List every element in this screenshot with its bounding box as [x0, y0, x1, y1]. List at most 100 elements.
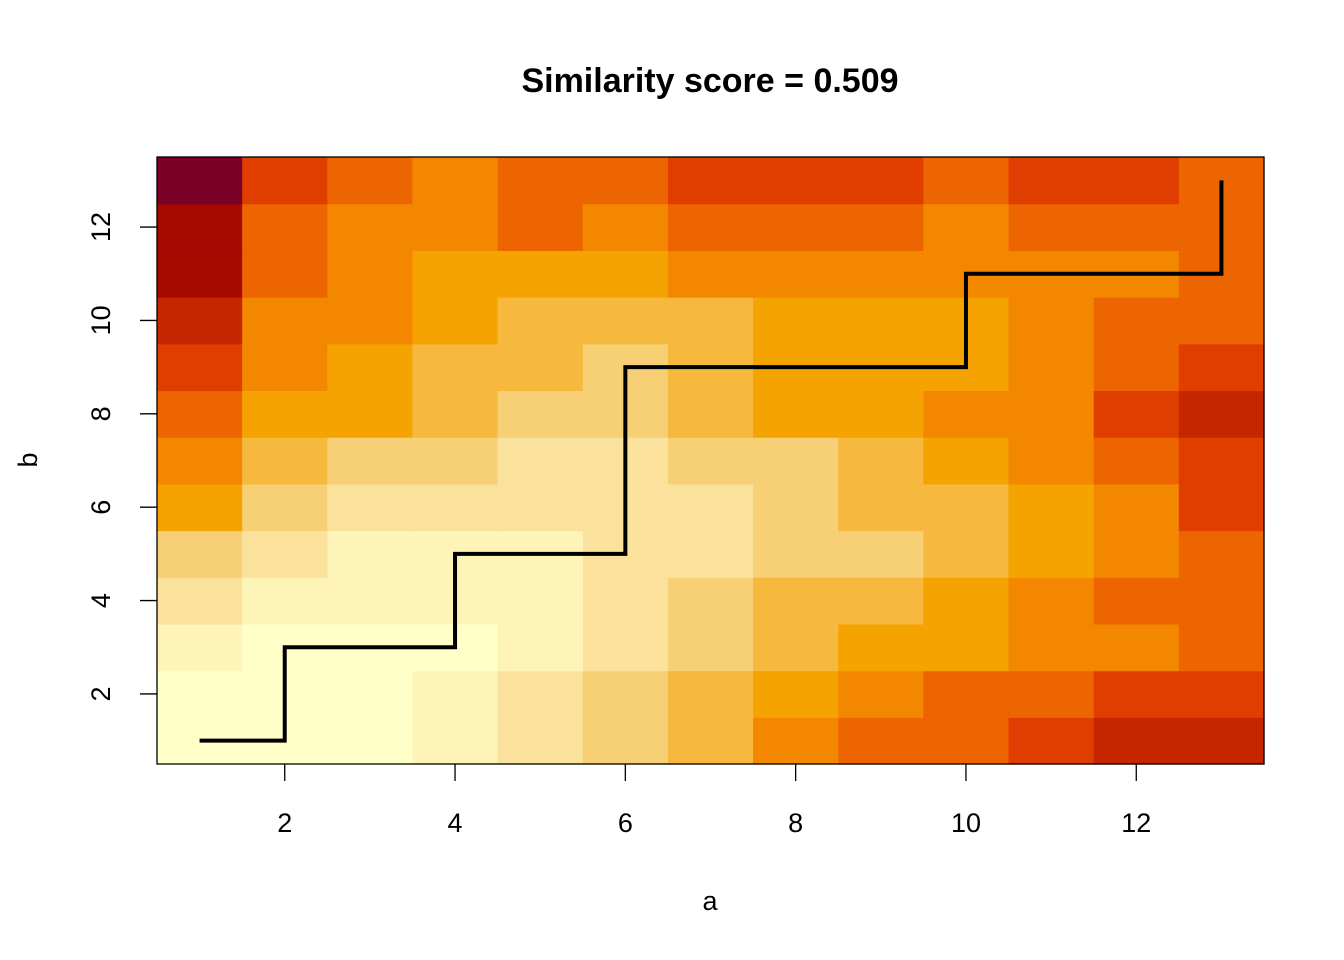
- heatmap-cell: [753, 250, 839, 298]
- heatmap-cell: [838, 297, 924, 345]
- heatmap-cell: [1093, 203, 1180, 251]
- heatmap-cell: [838, 157, 924, 205]
- x-tick-label: 12: [1121, 808, 1151, 838]
- heatmap-cell: [838, 623, 924, 672]
- x-tick-label: 6: [618, 808, 633, 838]
- heatmap-cell: [1178, 577, 1265, 625]
- heatmap-cell: [412, 343, 499, 392]
- heatmap-cell: [327, 670, 414, 718]
- heatmap-cell: [582, 297, 669, 345]
- heatmap-cell: [497, 483, 584, 532]
- heatmap-cell: [838, 717, 924, 765]
- heatmap-cell: [327, 250, 414, 298]
- heatmap-cell: [923, 530, 1010, 578]
- heatmap-cell: [497, 250, 584, 298]
- heatmap-cell: [923, 390, 1010, 438]
- heatmap-cell: [1093, 717, 1180, 765]
- heatmap-cell: [753, 483, 839, 532]
- heatmap-cell: [412, 297, 499, 345]
- heatmap-cell: [157, 297, 243, 345]
- heatmap-cell: [242, 530, 328, 578]
- x-tick-label: 8: [788, 808, 803, 838]
- heatmap-cell: [667, 623, 754, 672]
- heatmap-cell: [1093, 437, 1180, 485]
- heatmap-cell: [923, 623, 1010, 672]
- heatmap-cell: [582, 577, 669, 625]
- y-tick-label: 6: [86, 500, 116, 515]
- heatmap-cell: [923, 437, 1010, 485]
- heatmap-cell: [242, 157, 328, 205]
- heatmap-cell: [1008, 297, 1095, 345]
- heatmap-cell: [327, 437, 414, 485]
- heatmap-cell: [1093, 483, 1180, 532]
- heatmap-cell: [327, 297, 414, 345]
- heatmap-cell: [1008, 717, 1095, 765]
- x-tick-label: 2: [277, 808, 292, 838]
- heatmap-cell: [157, 437, 243, 485]
- heatmap-cell: [1008, 530, 1095, 578]
- heatmap-cell: [923, 717, 1010, 765]
- heatmap-cell: [667, 250, 754, 298]
- heatmap-cell: [497, 157, 584, 205]
- heatmap-cell: [327, 483, 414, 532]
- heatmap-cell: [1093, 623, 1180, 672]
- heatmap-cell: [582, 717, 669, 765]
- heatmap-cell: [667, 437, 754, 485]
- heatmap-cell: [412, 483, 499, 532]
- heatmap-cell: [753, 577, 839, 625]
- x-tick-label: 10: [951, 808, 981, 838]
- heatmap-cell: [412, 670, 499, 718]
- heatmap-cell: [667, 157, 754, 205]
- heatmap-cell: [327, 157, 414, 205]
- plot-frame: [156, 156, 1265, 765]
- heatmap-cell: [838, 670, 924, 718]
- heatmap-cell: [497, 577, 584, 625]
- heatmap-cell: [157, 390, 243, 438]
- heatmap-cell: [1093, 343, 1180, 392]
- heatmap-cell: [667, 297, 754, 345]
- heatmap-cell: [838, 203, 924, 251]
- heatmap-cell: [412, 203, 499, 251]
- heatmap-cell: [1178, 390, 1265, 438]
- heatmap-cell: [1178, 483, 1265, 532]
- heatmap-cell: [327, 717, 414, 765]
- heatmap-cell: [1008, 670, 1095, 718]
- heatmap-cell: [327, 530, 414, 578]
- chart-title: Similarity score = 0.509: [521, 62, 898, 100]
- y-axis-label: b: [13, 452, 43, 467]
- heatmap-cell: [838, 437, 924, 485]
- heatmap-cell: [923, 157, 1010, 205]
- heatmap-cell: [753, 390, 839, 438]
- heatmap-cell: [157, 577, 243, 625]
- heatmap-cell: [497, 203, 584, 251]
- x-axis-label: a: [702, 886, 718, 916]
- heatmap-cell: [327, 343, 414, 392]
- y-axis: 2 4 6 8 10 12: [86, 212, 157, 701]
- heatmap-cell: [497, 390, 584, 438]
- heatmap-cell: [667, 530, 754, 578]
- heatmap-cell: [667, 717, 754, 765]
- heatmap-cell: [157, 623, 243, 672]
- heatmap-cell: [242, 203, 328, 251]
- heatmap-cell: [497, 297, 584, 345]
- heatmap-cell: [838, 483, 924, 532]
- heatmap-cell: [1178, 717, 1265, 765]
- heatmap-cell: [157, 530, 243, 578]
- heatmap-cells: [157, 157, 1265, 765]
- heatmap-cell: [753, 717, 839, 765]
- heatmap-cell: [923, 203, 1010, 251]
- x-axis: 2 4 6 8 10 12: [277, 764, 1151, 838]
- heatmap-cell: [242, 483, 328, 532]
- heatmap-cell: [242, 577, 328, 625]
- heatmap-cell: [753, 437, 839, 485]
- heatmap-cell: [412, 717, 499, 765]
- heatmap-cell: [1008, 343, 1095, 392]
- heatmap-cell: [838, 577, 924, 625]
- heatmap-cell: [582, 250, 669, 298]
- heatmap-cell: [923, 670, 1010, 718]
- heatmap-cell: [1008, 623, 1095, 672]
- heatmap-cell: [753, 623, 839, 672]
- heatmap-cell: [582, 203, 669, 251]
- heatmap-cell: [753, 297, 839, 345]
- heatmap-cell: [838, 530, 924, 578]
